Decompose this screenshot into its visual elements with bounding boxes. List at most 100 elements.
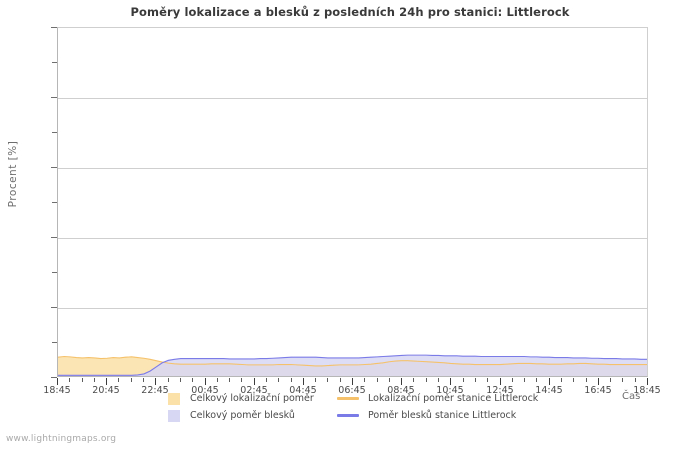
x-axis-minor-tick: [327, 378, 328, 382]
x-axis-tick: [450, 378, 451, 385]
legend-item-station-strokes-ratio[interactable]: Poměr blesků stanice Littlerock: [336, 410, 516, 421]
y-axis-tick: [51, 27, 57, 28]
legend-swatch-icon: [168, 409, 180, 422]
y-axis-minor-tick: [52, 62, 57, 63]
legend-item-station-location-ratio[interactable]: Lokalizační poměr stanice Littlerock: [336, 393, 538, 404]
x-axis-minor-tick: [512, 378, 513, 382]
gridline: [58, 308, 647, 309]
x-axis-minor-tick: [94, 378, 95, 382]
x-axis-minor-tick: [340, 378, 341, 382]
x-axis-minor-tick: [536, 378, 537, 382]
x-axis-minor-tick: [475, 378, 476, 382]
x-axis-minor-tick: [217, 378, 218, 382]
legend-line-icon: [337, 397, 359, 400]
legend-swatch-icon: [168, 392, 180, 405]
legend-label: Celkový lokalizační poměr: [190, 393, 314, 404]
x-axis-minor-tick: [192, 378, 193, 382]
x-axis-minor-tick: [168, 378, 169, 382]
x-axis-tick: [303, 378, 304, 385]
gridline: [58, 168, 647, 169]
x-axis-minor-tick: [131, 378, 132, 382]
series-layer: [58, 354, 647, 376]
x-axis-tick: [57, 378, 58, 385]
y-axis-tick: [51, 167, 57, 168]
x-axis-tick: [647, 378, 648, 385]
x-axis-tick-label: 00:45: [191, 385, 219, 396]
x-axis-tick-label: 22:45: [141, 385, 169, 396]
x-axis-minor-tick: [610, 378, 611, 382]
x-axis-minor-tick: [524, 378, 525, 382]
x-axis-minor-tick: [573, 378, 574, 382]
watermark: www.lightningmaps.org: [6, 434, 117, 444]
line-series: [58, 354, 647, 376]
x-axis-minor-tick: [180, 378, 181, 382]
x-axis-tick: [598, 378, 599, 385]
x-axis-tick: [155, 378, 156, 385]
y-axis-tick: [51, 97, 57, 98]
x-axis-tick-label: 08:45: [387, 385, 415, 396]
x-axis-minor-tick: [291, 378, 292, 382]
y-axis-minor-tick: [52, 342, 57, 343]
x-axis-minor-tick: [635, 378, 636, 382]
x-axis-minor-tick: [241, 378, 242, 382]
x-axis-tick-label: 10:45: [436, 385, 464, 396]
legend-row: Celkový lokalizační poměr Lokalizační po…: [168, 390, 588, 407]
x-axis-tick-label: 06:45: [338, 385, 366, 396]
x-axis-tick-label: 16:45: [584, 385, 612, 396]
x-axis-tick-label: 14:45: [535, 385, 563, 396]
x-axis-minor-tick: [69, 378, 70, 382]
x-axis-minor-tick: [364, 378, 365, 382]
y-axis-tick: [51, 377, 57, 378]
legend-line-icon: [337, 414, 359, 417]
y-axis-tick: [51, 237, 57, 238]
y-axis-title: Procent [%]: [7, 140, 19, 208]
x-axis-tick: [205, 378, 206, 385]
x-axis-minor-tick: [487, 378, 488, 382]
x-axis-tick: [254, 378, 255, 385]
x-axis-minor-tick: [315, 378, 316, 382]
x-axis-tick: [549, 378, 550, 385]
legend-item-total-strokes-ratio[interactable]: Celkový poměr blesků: [168, 409, 336, 422]
x-axis-minor-tick: [438, 378, 439, 382]
legend-label: Poměr blesků stanice Littlerock: [368, 410, 517, 421]
legend-row: Celkový poměr blesků Poměr blesků stanic…: [168, 407, 588, 424]
y-axis-minor-tick: [52, 132, 57, 133]
legend-item-total-location-ratio[interactable]: Celkový lokalizační poměr: [168, 392, 336, 405]
x-axis-minor-tick: [229, 378, 230, 382]
x-axis-minor-tick: [278, 378, 279, 382]
x-axis-minor-tick: [118, 378, 119, 382]
x-axis-tick: [352, 378, 353, 385]
x-axis-tick: [500, 378, 501, 385]
x-axis-tick-label: 12:45: [486, 385, 514, 396]
x-axis-tick-label: 18:45: [633, 385, 661, 396]
legend-label: Lokalizační poměr stanice Littlerock: [368, 393, 539, 404]
x-axis-minor-tick: [377, 378, 378, 382]
x-axis-tick: [401, 378, 402, 385]
x-axis-tick-label: 18:45: [43, 385, 71, 396]
legend-label: Celkový poměr blesků: [190, 410, 295, 421]
x-axis-minor-tick: [389, 378, 390, 382]
chart-title: Poměry lokalizace a blesků z posledních …: [130, 5, 570, 19]
x-axis-tick-label: 04:45: [289, 385, 317, 396]
gridline: [58, 98, 647, 99]
x-axis-tick-label: 02:45: [240, 385, 268, 396]
x-axis-minor-tick: [426, 378, 427, 382]
x-axis-minor-tick: [266, 378, 267, 382]
gridline: [58, 238, 647, 239]
plot-area: [57, 27, 648, 377]
x-axis-minor-tick: [622, 378, 623, 382]
y-axis-minor-tick: [52, 202, 57, 203]
x-axis-title: Čas: [622, 391, 641, 402]
x-axis-minor-tick: [82, 378, 83, 382]
line-series: [58, 355, 647, 367]
y-axis-tick: [51, 307, 57, 308]
x-axis-minor-tick: [413, 378, 414, 382]
x-axis-minor-tick: [561, 378, 562, 382]
y-axis-minor-tick: [52, 272, 57, 273]
x-axis-minor-tick: [463, 378, 464, 382]
chart-legend: Celkový lokalizační poměr Lokalizační po…: [168, 390, 588, 424]
x-axis-minor-tick: [143, 378, 144, 382]
x-axis-tick: [106, 378, 107, 385]
x-axis-tick-label: 20:45: [92, 385, 120, 396]
